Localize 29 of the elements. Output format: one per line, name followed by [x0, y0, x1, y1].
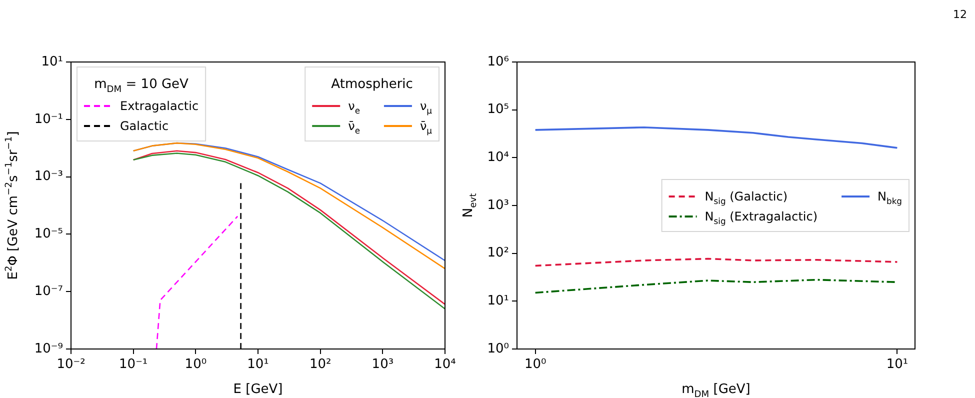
x-tick-label: 10³ [372, 357, 394, 372]
y-tick-label: 10⁶ [487, 54, 509, 70]
x-tick-label: 10⁻² [56, 357, 86, 372]
y-tick-label: 10³ [487, 198, 509, 213]
y-tick-label: 10⁻³ [34, 169, 63, 184]
y-tick-label: 10⁻⁹ [34, 341, 63, 356]
y-tick-label: 10⁵ [487, 102, 509, 118]
x-axis-title: E [GeV] [233, 382, 283, 397]
y-tick-label: 10⁻⁷ [34, 284, 63, 299]
x-tick-label: 10¹ [886, 357, 908, 372]
y-tick-label: 10¹ [41, 54, 63, 70]
y-axis-title: Nevt [461, 192, 479, 218]
legend-label: Extragalactic [120, 99, 199, 113]
y-tick-label: 10¹ [487, 294, 509, 309]
y-tick-label: 10⁴ [487, 150, 509, 166]
x-tick-label: 10⁰ [524, 357, 546, 372]
x-tick-label: 10⁻¹ [119, 357, 148, 372]
text: 12 [953, 8, 968, 21]
x-tick-label: 10¹ [247, 357, 269, 372]
x-tick-label: 10⁰ [184, 357, 207, 372]
legend-label: Galactic [120, 119, 169, 133]
x-tick-label: 10² [309, 357, 332, 372]
y-tick-label: 10⁻⁵ [34, 226, 63, 242]
text: E2Φ [GeV cm−2s−1sr−1] [4, 131, 21, 280]
y-tick-label: 10⁰ [487, 341, 509, 356]
legend-title: Atmospheric [331, 77, 413, 92]
y-tick-label: 10⁻¹ [34, 112, 63, 127]
y-tick-label: 10² [487, 246, 509, 261]
x-tick-label: 10⁴ [434, 357, 456, 372]
